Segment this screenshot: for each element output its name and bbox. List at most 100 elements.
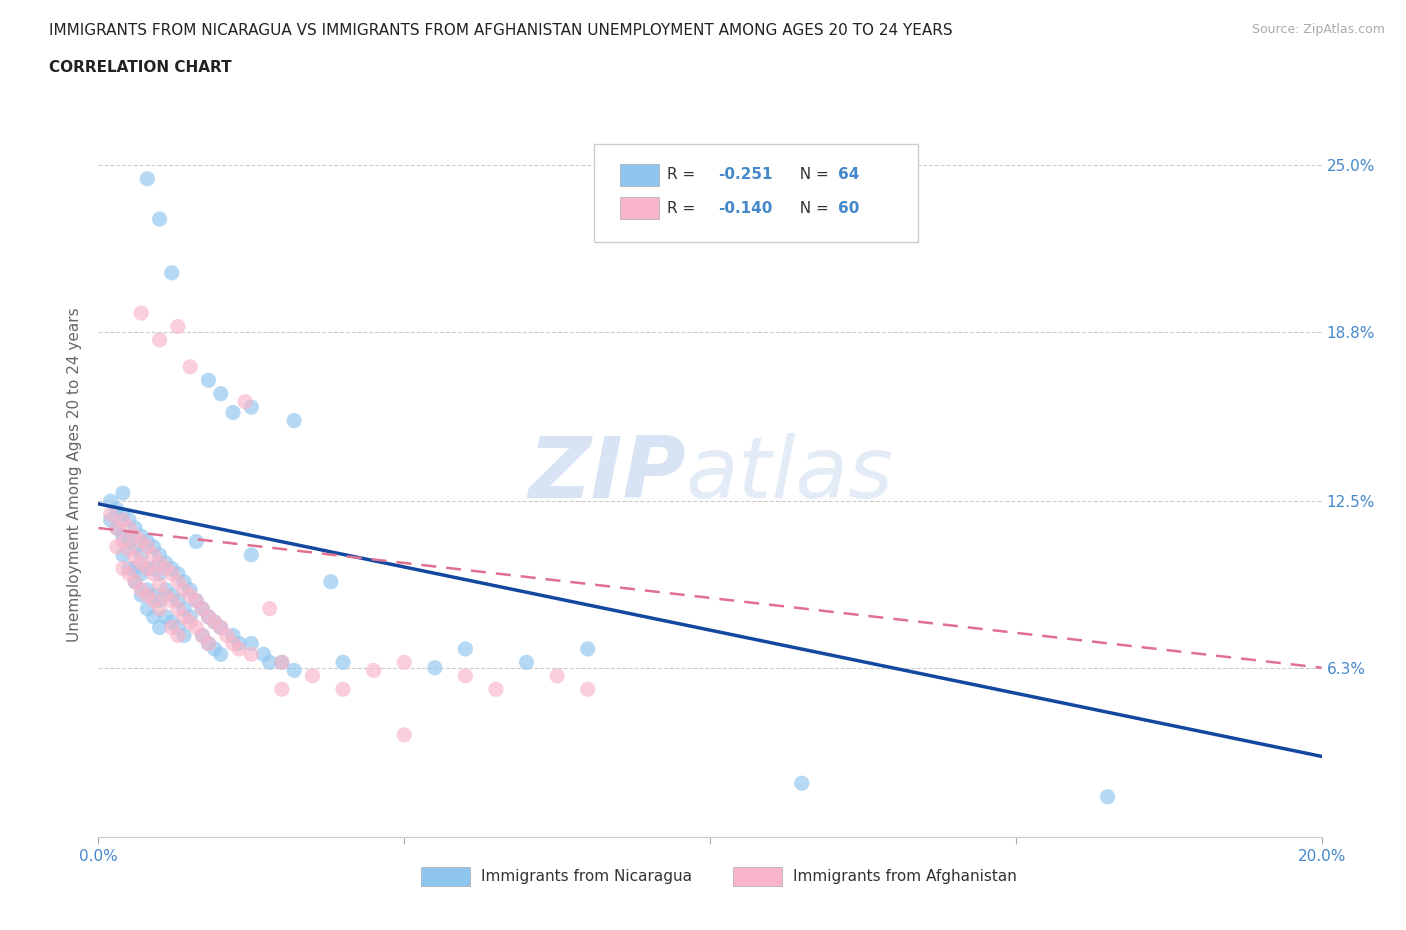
Text: Immigrants from Nicaragua: Immigrants from Nicaragua xyxy=(481,869,692,883)
Point xyxy=(240,400,263,415)
Point xyxy=(136,534,159,549)
Point xyxy=(167,620,190,635)
Point xyxy=(136,539,159,554)
Point xyxy=(179,588,201,603)
Point xyxy=(155,561,177,576)
Point xyxy=(129,588,152,603)
Point xyxy=(186,593,208,608)
Point xyxy=(124,539,146,554)
Point xyxy=(124,575,146,590)
Point xyxy=(142,588,165,603)
Point xyxy=(142,566,165,581)
Point xyxy=(149,601,172,616)
Point xyxy=(111,507,134,522)
Point xyxy=(252,647,274,662)
Point xyxy=(155,588,177,603)
Point xyxy=(173,575,195,590)
Point xyxy=(155,555,177,570)
Point xyxy=(118,566,141,581)
Point xyxy=(167,575,190,590)
Point xyxy=(111,548,134,563)
Point xyxy=(105,521,128,536)
Point xyxy=(155,609,177,624)
Point xyxy=(167,601,190,616)
Point xyxy=(197,609,219,624)
FancyBboxPatch shape xyxy=(593,144,918,242)
Point xyxy=(124,551,146,565)
Point xyxy=(129,582,152,597)
Point xyxy=(423,660,446,675)
Point xyxy=(546,669,568,684)
Point xyxy=(173,628,195,643)
Point xyxy=(179,615,201,630)
Point xyxy=(160,615,183,630)
Point xyxy=(179,359,201,374)
Point xyxy=(100,507,122,522)
Point xyxy=(142,609,165,624)
Point xyxy=(204,615,226,630)
Point xyxy=(222,628,245,643)
Point xyxy=(149,620,172,635)
Point xyxy=(209,620,232,635)
Point xyxy=(111,485,134,500)
Point xyxy=(270,655,292,670)
Point xyxy=(191,628,214,643)
Point xyxy=(186,620,208,635)
Point xyxy=(136,561,159,576)
Point xyxy=(179,609,201,624)
Point xyxy=(228,636,250,651)
Point xyxy=(142,548,165,563)
Point xyxy=(129,534,152,549)
Point xyxy=(136,582,159,597)
Point xyxy=(240,636,263,651)
Point xyxy=(332,655,354,670)
Text: N =: N = xyxy=(790,167,834,182)
Point xyxy=(197,373,219,388)
Point xyxy=(209,647,232,662)
FancyBboxPatch shape xyxy=(734,867,782,886)
Point xyxy=(191,601,214,616)
Point xyxy=(173,601,195,616)
Text: -0.140: -0.140 xyxy=(718,201,773,216)
Point xyxy=(319,575,342,590)
Point xyxy=(160,566,183,581)
Point xyxy=(222,405,245,420)
Point xyxy=(136,561,159,576)
Point xyxy=(124,528,146,543)
Point xyxy=(105,539,128,554)
Point xyxy=(136,601,159,616)
Text: Source: ZipAtlas.com: Source: ZipAtlas.com xyxy=(1251,23,1385,36)
Point xyxy=(149,593,172,608)
Point xyxy=(105,521,128,536)
Point xyxy=(111,528,134,543)
Text: atlas: atlas xyxy=(686,432,894,516)
Point xyxy=(118,512,141,527)
Point xyxy=(142,539,165,554)
Point xyxy=(167,593,190,608)
Point xyxy=(240,548,263,563)
Point xyxy=(105,502,128,517)
Point xyxy=(160,588,183,603)
Point xyxy=(160,561,183,576)
Point xyxy=(136,588,159,603)
Point xyxy=(576,642,599,657)
Point xyxy=(301,669,323,684)
FancyBboxPatch shape xyxy=(422,867,470,886)
Point xyxy=(363,663,385,678)
Point xyxy=(454,642,477,657)
Point xyxy=(454,669,477,684)
Point xyxy=(228,642,250,657)
Y-axis label: Unemployment Among Ages 20 to 24 years: Unemployment Among Ages 20 to 24 years xyxy=(67,307,83,642)
Point xyxy=(124,521,146,536)
Point xyxy=(332,682,354,697)
Point xyxy=(149,566,172,581)
Point xyxy=(124,561,146,576)
Point xyxy=(259,601,281,616)
Point xyxy=(129,528,152,543)
Point xyxy=(160,620,183,635)
Point xyxy=(129,555,152,570)
Text: N =: N = xyxy=(790,201,834,216)
Text: R =: R = xyxy=(668,167,700,182)
Point xyxy=(111,512,134,527)
Point xyxy=(118,521,141,536)
